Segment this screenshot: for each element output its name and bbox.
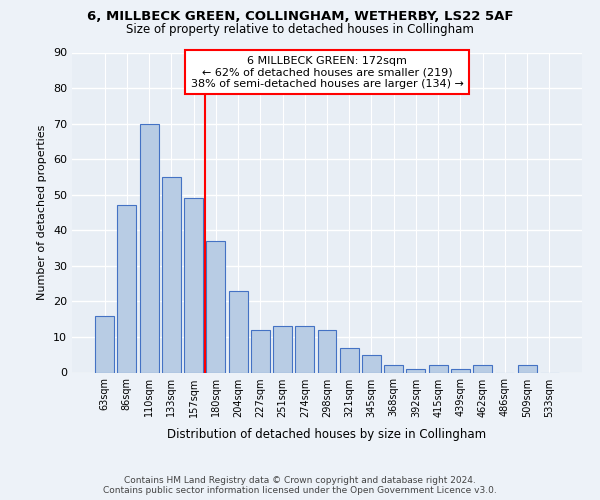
Bar: [340, 348, 359, 372]
Bar: [162, 177, 181, 372]
Text: 6 MILLBECK GREEN: 172sqm
← 62% of detached houses are smaller (219)
38% of semi-: 6 MILLBECK GREEN: 172sqm ← 62% of detach…: [191, 56, 463, 89]
Text: Contains HM Land Registry data © Crown copyright and database right 2024.
Contai: Contains HM Land Registry data © Crown c…: [103, 476, 497, 495]
Bar: [251, 330, 270, 372]
Bar: [95, 316, 114, 372]
Bar: [362, 354, 381, 372]
Bar: [518, 366, 536, 372]
Bar: [184, 198, 203, 372]
Bar: [406, 369, 425, 372]
Bar: [229, 290, 248, 372]
Bar: [273, 326, 292, 372]
Text: Size of property relative to detached houses in Collingham: Size of property relative to detached ho…: [126, 22, 474, 36]
Bar: [317, 330, 337, 372]
Bar: [451, 369, 470, 372]
X-axis label: Distribution of detached houses by size in Collingham: Distribution of detached houses by size …: [167, 428, 487, 441]
Y-axis label: Number of detached properties: Number of detached properties: [37, 125, 47, 300]
Bar: [140, 124, 158, 372]
Text: 6, MILLBECK GREEN, COLLINGHAM, WETHERBY, LS22 5AF: 6, MILLBECK GREEN, COLLINGHAM, WETHERBY,…: [87, 10, 513, 23]
Bar: [384, 366, 403, 372]
Bar: [429, 366, 448, 372]
Bar: [295, 326, 314, 372]
Bar: [473, 366, 492, 372]
Bar: [118, 206, 136, 372]
Bar: [206, 241, 225, 372]
